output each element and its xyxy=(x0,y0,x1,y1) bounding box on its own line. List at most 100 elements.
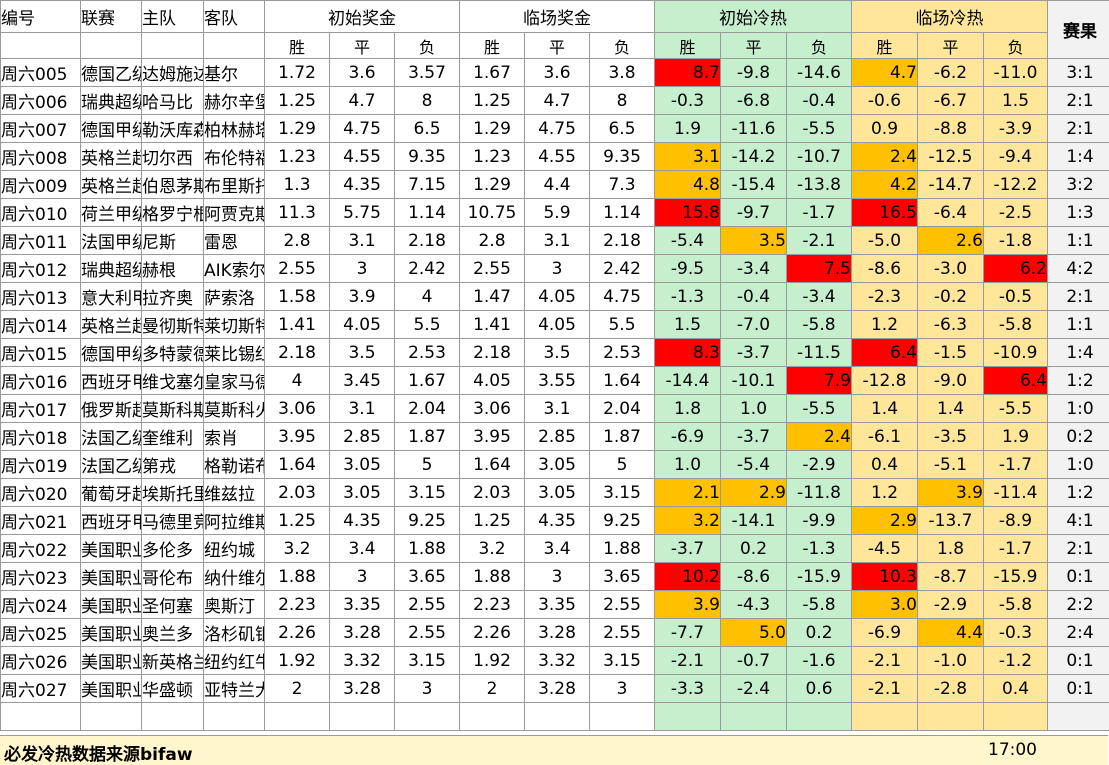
cell-id[interactable]: 周六006 xyxy=(0,86,81,115)
cell-league[interactable]: 西班牙甲 xyxy=(80,366,142,395)
header-lheat-lose[interactable]: 负 xyxy=(983,32,1048,59)
cell-init-lose[interactable]: 2.04 xyxy=(394,394,460,423)
cell-lheat-win[interactable]: -5.0 xyxy=(851,226,918,255)
cell-home[interactable]: 勒沃库森 xyxy=(141,114,204,143)
cell-iheat-win[interactable]: 15.8 xyxy=(654,198,721,227)
cell-lheat-win[interactable]: 6.4 xyxy=(851,338,918,367)
cell-lheat-lose[interactable]: -2.5 xyxy=(983,198,1048,227)
cell-iheat-lose[interactable]: 7.9 xyxy=(786,366,852,395)
cell-iheat-lose[interactable]: 0.2 xyxy=(786,618,852,647)
cell-init-draw[interactable]: 3.05 xyxy=(329,450,395,479)
cell-live-draw[interactable]: 5.9 xyxy=(524,198,590,227)
cell-live-lose[interactable]: 2.42 xyxy=(589,254,655,283)
cell-id[interactable]: 周六021 xyxy=(0,506,81,535)
cell-iheat-win[interactable]: 4.8 xyxy=(654,170,721,199)
empty-cell[interactable] xyxy=(80,702,142,731)
cell-iheat-win[interactable]: 8.7 xyxy=(654,58,721,87)
cell-away[interactable]: 阿拉维斯 xyxy=(203,506,265,535)
cell-lheat-win[interactable]: 4.7 xyxy=(851,58,918,87)
cell-iheat-draw[interactable]: 2.9 xyxy=(720,478,787,507)
cell-iheat-draw[interactable]: -4.3 xyxy=(720,590,787,619)
cell-iheat-lose[interactable]: -2.9 xyxy=(786,450,852,479)
cell-league[interactable]: 美国职业 xyxy=(80,674,142,703)
header-init-lose[interactable]: 负 xyxy=(394,32,460,59)
cell-init-draw[interactable]: 3.35 xyxy=(329,590,395,619)
cell-live-draw[interactable]: 4.75 xyxy=(524,114,590,143)
cell-live-draw[interactable]: 2.85 xyxy=(524,422,590,451)
cell-home[interactable]: 曼彻斯特 xyxy=(141,310,204,339)
cell-lheat-lose[interactable]: -1.7 xyxy=(983,534,1048,563)
cell-lheat-draw[interactable]: -6.7 xyxy=(917,86,984,115)
cell-live-lose[interactable]: 9.25 xyxy=(589,506,655,535)
cell-init-draw[interactable]: 3.28 xyxy=(329,618,395,647)
cell-lheat-win[interactable]: -8.6 xyxy=(851,254,918,283)
cell-league[interactable]: 俄罗斯超 xyxy=(80,394,142,423)
cell-iheat-draw[interactable]: -0.7 xyxy=(720,646,787,675)
cell-live-draw[interactable]: 3.6 xyxy=(524,58,590,87)
cell-lheat-draw[interactable]: -1.5 xyxy=(917,338,984,367)
cell-id[interactable]: 周六020 xyxy=(0,478,81,507)
cell-live-draw[interactable]: 3.28 xyxy=(524,618,590,647)
cell-live-win[interactable]: 1.29 xyxy=(459,114,525,143)
cell-lheat-lose[interactable]: -12.2 xyxy=(983,170,1048,199)
cell-away[interactable]: 奥斯汀 xyxy=(203,590,265,619)
cell-live-draw[interactable]: 3.4 xyxy=(524,534,590,563)
cell-id[interactable]: 周六024 xyxy=(0,590,81,619)
cell-live-draw[interactable]: 3.28 xyxy=(524,674,590,703)
cell-league[interactable]: 法国乙级 xyxy=(80,422,142,451)
cell-away[interactable]: 索肖 xyxy=(203,422,265,451)
cell-league[interactable]: 德国乙级 xyxy=(80,58,142,87)
cell-away[interactable]: 柏林赫塔 xyxy=(203,114,265,143)
cell-result[interactable]: 1:0 xyxy=(1047,450,1109,479)
cell-live-draw[interactable]: 3.1 xyxy=(524,226,590,255)
cell-lheat-win[interactable]: 3.0 xyxy=(851,590,918,619)
cell-result[interactable]: 1:2 xyxy=(1047,478,1109,507)
cell-home[interactable]: 奎维利 xyxy=(141,422,204,451)
empty-cell[interactable] xyxy=(983,702,1048,731)
cell-iheat-win[interactable]: -0.3 xyxy=(654,86,721,115)
cell-init-win[interactable]: 1.3 xyxy=(264,170,330,199)
cell-iheat-lose[interactable]: -10.7 xyxy=(786,142,852,171)
cell-iheat-win[interactable]: -7.7 xyxy=(654,618,721,647)
cell-iheat-win[interactable]: 8.3 xyxy=(654,338,721,367)
empty-cell[interactable] xyxy=(203,702,265,731)
cell-init-draw[interactable]: 3.6 xyxy=(329,58,395,87)
cell-lheat-lose[interactable]: -5.8 xyxy=(983,590,1048,619)
cell-iheat-draw[interactable]: 0.2 xyxy=(720,534,787,563)
cell-lheat-win[interactable]: 1.4 xyxy=(851,394,918,423)
cell-init-lose[interactable]: 1.88 xyxy=(394,534,460,563)
cell-live-win[interactable]: 2.8 xyxy=(459,226,525,255)
cell-live-lose[interactable]: 5.5 xyxy=(589,310,655,339)
empty-cell[interactable] xyxy=(141,702,204,731)
cell-lheat-draw[interactable]: 1.8 xyxy=(917,534,984,563)
cell-iheat-draw[interactable]: -3.7 xyxy=(720,422,787,451)
cell-home[interactable]: 奥兰多 xyxy=(141,618,204,647)
cell-result[interactable]: 1:0 xyxy=(1047,394,1109,423)
cell-live-draw[interactable]: 4.55 xyxy=(524,142,590,171)
cell-league[interactable]: 美国职业 xyxy=(80,534,142,563)
cell-live-lose[interactable]: 3.15 xyxy=(589,646,655,675)
cell-iheat-win[interactable]: 2.1 xyxy=(654,478,721,507)
cell-lheat-win[interactable]: -12.8 xyxy=(851,366,918,395)
header-iheat-lose[interactable]: 负 xyxy=(786,32,852,59)
header-blank[interactable] xyxy=(203,32,265,59)
cell-league[interactable]: 德国甲级 xyxy=(80,338,142,367)
cell-lheat-win[interactable]: -0.6 xyxy=(851,86,918,115)
cell-live-win[interactable]: 3.2 xyxy=(459,534,525,563)
cell-home[interactable]: 马德里竞 xyxy=(141,506,204,535)
cell-away[interactable]: 莫斯科火 xyxy=(203,394,265,423)
cell-live-lose[interactable]: 2.55 xyxy=(589,590,655,619)
cell-league[interactable]: 美国职业 xyxy=(80,562,142,591)
cell-iheat-lose[interactable]: -3.4 xyxy=(786,282,852,311)
cell-result[interactable]: 1:4 xyxy=(1047,338,1109,367)
empty-cell[interactable] xyxy=(917,702,984,731)
cell-iheat-draw[interactable]: -11.6 xyxy=(720,114,787,143)
cell-init-draw[interactable]: 4.35 xyxy=(329,506,395,535)
cell-init-win[interactable]: 2 xyxy=(264,674,330,703)
cell-result[interactable]: 0:1 xyxy=(1047,562,1109,591)
cell-lheat-draw[interactable]: -2.8 xyxy=(917,674,984,703)
header-iheat-win[interactable]: 胜 xyxy=(654,32,721,59)
cell-live-draw[interactable]: 4.4 xyxy=(524,170,590,199)
cell-init-lose[interactable]: 4 xyxy=(394,282,460,311)
cell-lheat-draw[interactable]: -8.8 xyxy=(917,114,984,143)
